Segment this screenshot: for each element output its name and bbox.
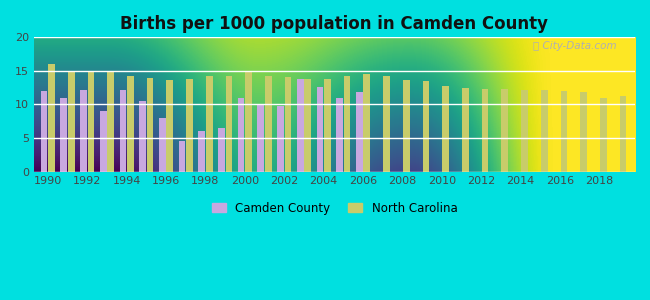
Bar (139, 101, 146, 172)
Bar (580, 92, 587, 172)
Bar (462, 88, 469, 172)
Bar (344, 76, 350, 172)
Bar (336, 98, 343, 172)
Bar (324, 79, 331, 172)
Bar (226, 76, 232, 172)
Bar (442, 86, 449, 172)
Bar (206, 76, 213, 172)
Bar (317, 87, 323, 172)
Bar (41, 91, 47, 172)
Bar (521, 90, 528, 172)
Bar (100, 111, 107, 172)
Title: Births per 1000 population in Camden County: Births per 1000 population in Camden Cou… (120, 15, 549, 33)
Bar (501, 89, 508, 172)
Bar (198, 130, 205, 172)
Bar (147, 78, 153, 172)
Bar (422, 81, 429, 172)
Bar (363, 74, 370, 172)
Bar (245, 72, 252, 172)
Bar (304, 79, 311, 172)
Bar (88, 71, 94, 172)
Bar (285, 77, 291, 172)
Bar (356, 92, 363, 172)
Bar (277, 106, 284, 172)
Bar (80, 90, 87, 172)
Bar (265, 76, 272, 172)
Bar (541, 90, 547, 172)
Bar (186, 79, 193, 172)
Bar (257, 104, 264, 172)
Bar (403, 80, 410, 172)
Bar (619, 96, 627, 172)
Bar (68, 71, 75, 172)
Bar (560, 91, 567, 172)
Bar (107, 71, 114, 172)
Bar (60, 98, 67, 172)
Bar (166, 80, 173, 172)
Bar (159, 118, 166, 172)
Bar (48, 64, 55, 172)
Bar (218, 128, 225, 172)
Bar (482, 89, 488, 172)
Legend: Camden County, North Carolina: Camden County, North Carolina (207, 197, 462, 219)
Bar (238, 98, 244, 172)
Bar (120, 90, 126, 172)
Text: ⓘ City-Data.com: ⓘ City-Data.com (534, 41, 617, 51)
Bar (127, 76, 134, 172)
Bar (600, 98, 606, 172)
Bar (179, 141, 185, 172)
Bar (383, 76, 390, 172)
Bar (297, 79, 304, 172)
